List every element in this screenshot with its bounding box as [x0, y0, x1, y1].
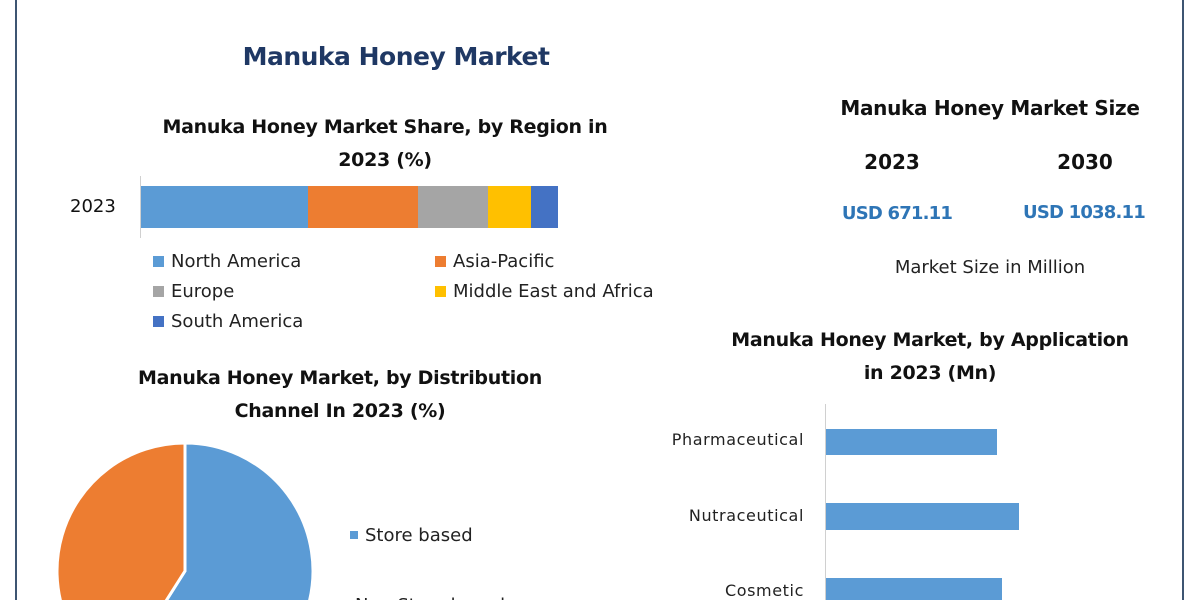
region-chart-axis [140, 176, 141, 238]
legend-label: North America [171, 250, 302, 272]
bar-nutraceutical [826, 503, 1019, 530]
legend-item-store-based: Store based [350, 520, 473, 550]
category-label-cosmetic: Cosmetic [724, 581, 804, 600]
region-legend: North America Europe South America [153, 246, 303, 336]
page-title: Manuka Honey Market [242, 42, 550, 71]
application-chart-title: Manuka Honey Market, by Application in 2… [690, 324, 1170, 390]
region-chart-title-line2: 2023 (%) [338, 149, 432, 171]
legend-label: South America [171, 310, 304, 332]
market-size-year-2030: 2030 [1057, 150, 1113, 174]
bar-segment-south-america [530, 186, 558, 228]
bar-segment-north-america [141, 186, 308, 228]
application-chart-title-line2: in 2023 (Mn) [863, 362, 997, 384]
region-legend-col2: Asia-Pacific Middle East and Africa [435, 246, 654, 306]
category-label-pharmaceutical: Pharmaceutical [671, 430, 804, 449]
market-size-note: Market Size in Million [894, 257, 1086, 278]
distribution-chart-title-line2: Channel In 2023 (%) [234, 400, 446, 422]
legend-swatch-icon [435, 255, 446, 267]
region-chart-category-label: 2023 [70, 196, 116, 217]
legend-item-south-america: South America [153, 306, 303, 336]
legend-swatch-icon [435, 285, 446, 297]
distribution-chart-title-line1: Manuka Honey Market, by Distribution [138, 367, 542, 389]
application-chart-axis [825, 404, 826, 600]
frame-right-border [1182, 0, 1184, 600]
bar-cosmetic [826, 578, 1002, 600]
distribution-legend-clipped: Non-Store based [340, 584, 580, 600]
distribution-chart-title: Manuka Honey Market, by Distribution Cha… [60, 362, 620, 428]
legend-item-non-store-based: Non-Store based [340, 590, 580, 600]
region-chart-title: Manuka Honey Market Share, by Region in … [120, 111, 650, 177]
legend-label: Europe [171, 280, 235, 302]
market-size-year-2023: 2023 [864, 150, 920, 174]
distribution-pie-chart [55, 441, 315, 600]
legend-label: Non-Store based [355, 595, 505, 600]
distribution-legend: Store based [350, 520, 473, 550]
bar-pharmaceutical [826, 429, 997, 455]
legend-swatch-icon [350, 531, 358, 539]
application-chart-title-line1: Manuka Honey Market, by Application [731, 329, 1129, 351]
legend-item-north-america: North America [153, 246, 303, 276]
legend-swatch-icon [153, 255, 164, 267]
legend-item-europe: Europe [153, 276, 303, 306]
market-size-value-2030: USD 1038.11 [1023, 202, 1146, 223]
bar-segment-asia-pacific [307, 186, 418, 228]
legend-swatch-icon [153, 285, 164, 297]
market-size-title: Manuka Honey Market Size [840, 96, 1140, 120]
legend-label: Store based [365, 524, 473, 546]
pie-slice-non-store-based [55, 441, 187, 600]
region-chart-title-line1: Manuka Honey Market Share, by Region in [162, 116, 608, 138]
region-stacked-bar [141, 186, 558, 228]
legend-item-middle-east-africa: Middle East and Africa [435, 276, 654, 306]
legend-label: Middle East and Africa [453, 280, 654, 302]
pie-slice-store-based [164, 441, 315, 600]
legend-label: Asia-Pacific [453, 250, 555, 272]
category-label-nutraceutical: Nutraceutical [688, 506, 804, 525]
bar-segment-europe [417, 186, 488, 228]
market-size-value-2023: USD 671.11 [841, 203, 953, 224]
legend-swatch-icon [153, 315, 164, 327]
frame-left-border [15, 0, 17, 600]
legend-item-asia-pacific: Asia-Pacific [435, 246, 654, 276]
bar-segment-middle-east-africa [487, 186, 531, 228]
